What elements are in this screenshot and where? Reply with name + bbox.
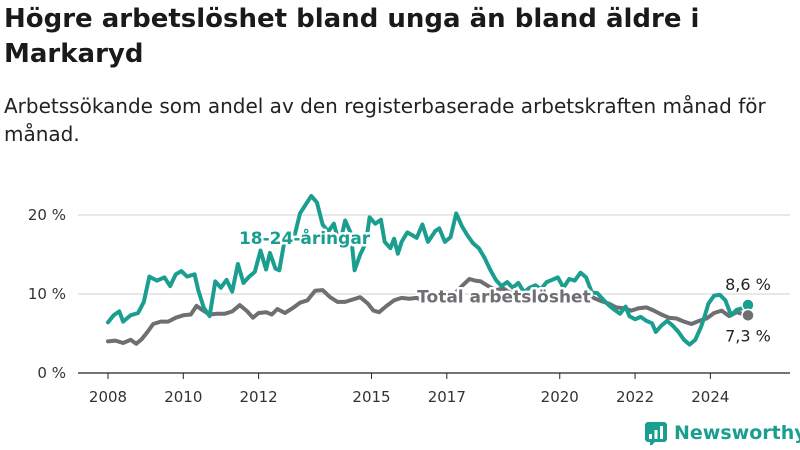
- brand-name: Newsworthy: [674, 422, 800, 444]
- series-lines: [106, 194, 750, 347]
- x-tick-label: 2012: [239, 388, 277, 406]
- series-label-youth: 18-24-åringar: [239, 227, 371, 249]
- brand-logo[interactable]: Newsworthy: [644, 420, 800, 446]
- y-tick-label: 0 %: [37, 364, 66, 382]
- x-axis: 2008 2010 2012 2015 2017 2020 2022 2024: [78, 372, 790, 406]
- x-tick-label: 2024: [691, 388, 729, 406]
- x-tick-label: 2020: [541, 388, 579, 406]
- x-tick-label: 2008: [89, 388, 127, 406]
- x-tick-label: 2010: [164, 388, 202, 406]
- chart-subtitle: Arbetssökande som andel av den registerb…: [4, 94, 766, 146]
- x-tick-label: 2015: [352, 388, 390, 406]
- end-marker-total: [741, 308, 755, 323]
- y-tick-label: 20 %: [28, 206, 66, 224]
- end-markers: 8,6 % 7,3 %: [725, 275, 771, 345]
- newsworthy-logo-icon: [645, 422, 667, 445]
- chart-title: Högre arbetslöshet bland unga än bland ä…: [4, 4, 700, 69]
- end-label-youth: 8,6 %: [725, 275, 771, 294]
- x-tick-label: 2022: [616, 388, 654, 406]
- series-labels: 18-24-åringar Total arbetslöshet: [236, 225, 593, 310]
- end-label-total: 7,3 %: [725, 326, 771, 345]
- y-tick-label: 10 %: [28, 285, 66, 303]
- x-tick-label: 2017: [428, 388, 466, 406]
- series-label-total: Total arbetslöshet: [417, 288, 591, 308]
- series-line-youth: [106, 194, 750, 347]
- y-axis-ticks: 0 % 10 % 20 %: [28, 206, 66, 382]
